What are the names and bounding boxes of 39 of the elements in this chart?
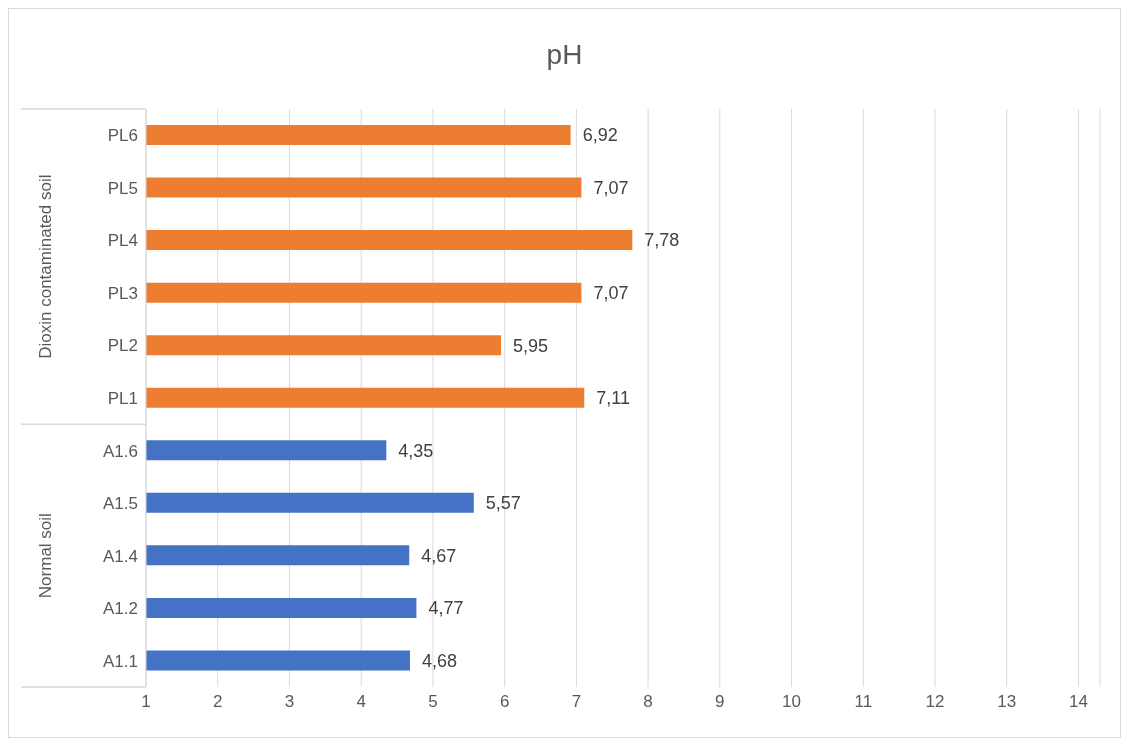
x-tick-label: 13	[997, 692, 1017, 712]
x-tick-label: 9	[715, 692, 725, 712]
y-tick-label: PL4	[107, 231, 138, 251]
data-label: 7,11	[596, 388, 630, 409]
y-tick-label: A1.2	[103, 599, 138, 619]
data-label: 7,07	[593, 283, 629, 304]
data-label: 4,35	[398, 440, 434, 461]
y-tick-label: A1.5	[103, 494, 138, 514]
y-tick-label: A1.6	[103, 441, 138, 461]
y-tick-label: PL3	[107, 283, 138, 303]
x-tick-label: 8	[643, 692, 653, 712]
x-tick-label: 5	[428, 692, 438, 712]
data-label: 7,78	[644, 230, 680, 251]
text: Dioxin contaminated soil	[36, 174, 56, 359]
x-tick-label: 11	[854, 692, 873, 712]
x-tick-label: 7	[571, 692, 582, 712]
x-tick-label: 1	[141, 692, 151, 712]
data-label: 4,67	[421, 545, 457, 566]
x-tick-label: 2	[212, 692, 223, 712]
data-label: 4,77	[428, 598, 464, 619]
y-tick-label: A1.1	[103, 651, 138, 671]
y-tick-label: PL1	[107, 389, 138, 409]
y-tick-label: PL5	[107, 178, 138, 198]
chart-title: pH	[545, 39, 584, 71]
x-tick-label: 3	[284, 692, 295, 712]
x-tick-label: 4	[356, 692, 366, 712]
y-tick-label: PL2	[107, 336, 138, 356]
y-tick-label: PL6	[107, 126, 138, 146]
text: Normal soil	[36, 513, 56, 599]
x-tick-label: 12	[925, 692, 945, 712]
data-label: 7,07	[593, 177, 629, 198]
x-tick-label: 10	[782, 692, 802, 712]
data-label: 6,92	[582, 125, 618, 146]
x-tick-label: 6	[499, 692, 510, 712]
y-tick-label: A1.4	[103, 546, 138, 566]
data-label: 5,57	[485, 493, 521, 514]
data-label: 4,68	[421, 650, 458, 671]
x-tick-label: 14	[1069, 692, 1088, 712]
data-label: 5,95	[513, 335, 549, 356]
